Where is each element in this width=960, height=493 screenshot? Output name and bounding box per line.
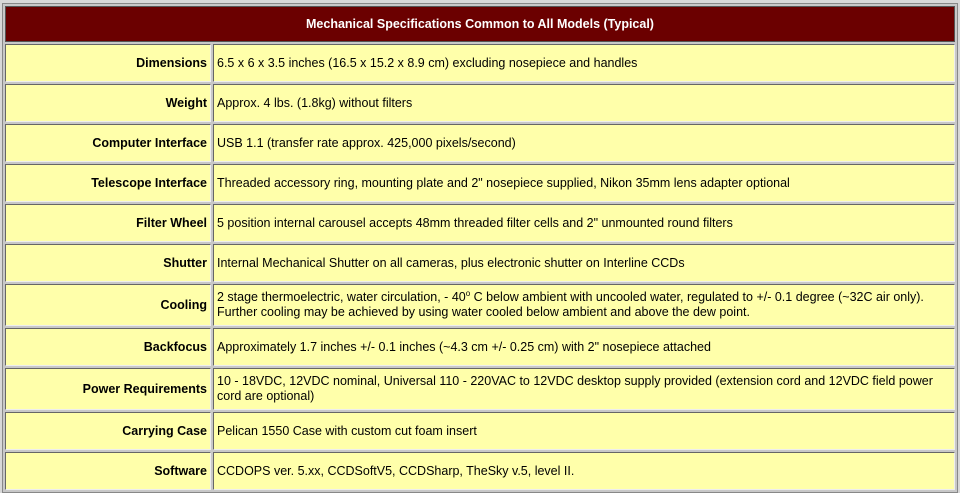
row-label: Computer Interface — [5, 124, 211, 162]
table-row: Cooling 2 stage thermoelectric, water cir… — [5, 284, 955, 326]
row-value: 6.5 x 6 x 3.5 inches (16.5 x 15.2 x 8.9 … — [213, 44, 955, 82]
table-row: Software CCDOPS ver. 5.xx, CCDSoftV5, CCD… — [5, 452, 955, 490]
row-value: Approximately 1.7 inches +/- 0.1 inches … — [213, 328, 955, 366]
row-label: Backfocus — [5, 328, 211, 366]
row-label: Shutter — [5, 244, 211, 282]
row-value: 5 position internal carousel accepts 48m… — [213, 204, 955, 242]
table-row: Shutter Internal Mechanical Shutter on al… — [5, 244, 955, 282]
table-title: Mechanical Specifications Common to All … — [5, 6, 955, 42]
row-value: CCDOPS ver. 5.xx, CCDSoftV5, CCDSharp, T… — [213, 452, 955, 490]
row-value: 2 stage thermoelectric, water circulatio… — [213, 284, 955, 326]
table-row: Computer Interface USB 1.1 (transfer rate… — [5, 124, 955, 162]
row-value: USB 1.1 (transfer rate approx. 425,000 p… — [213, 124, 955, 162]
row-label: Software — [5, 452, 211, 490]
table-row: Dimensions 6.5 x 6 x 3.5 inches (16.5 x 1… — [5, 44, 955, 82]
specifications-table: Mechanical Specifications Common to All … — [2, 3, 958, 493]
row-value: 10 - 18VDC, 12VDC nominal, Universal 110… — [213, 368, 955, 410]
row-label: Dimensions — [5, 44, 211, 82]
row-value: Approx. 4 lbs. (1.8kg) without filters — [213, 84, 955, 122]
table-row: Backfocus Approximately 1.7 inches +/- 0.… — [5, 328, 955, 366]
row-value: Threaded accessory ring, mounting plate … — [213, 164, 955, 202]
row-label: Power Requirements — [5, 368, 211, 410]
row-label: Filter Wheel — [5, 204, 211, 242]
degree-superscript: o — [465, 288, 471, 298]
cooling-text: 2 stage thermoelectric, water circulatio… — [217, 290, 466, 304]
row-label: Telescope Interface — [5, 164, 211, 202]
table-row: Weight Approx. 4 lbs. (1.8kg) without fil… — [5, 84, 955, 122]
table-row: Carrying Case Pelican 1550 Case with cust… — [5, 412, 955, 450]
table-row: Filter Wheel 5 position internal carousel… — [5, 204, 955, 242]
row-label: Weight — [5, 84, 211, 122]
row-value: Pelican 1550 Case with custom cut foam i… — [213, 412, 955, 450]
row-label: Carrying Case — [5, 412, 211, 450]
table-row: Power Requirements 10 - 18VDC, 12VDC nomi… — [5, 368, 955, 410]
row-value: Internal Mechanical Shutter on all camer… — [213, 244, 955, 282]
table-row: Telescope Interface Threaded accessory ri… — [5, 164, 955, 202]
cooling-text-cont: C below ambient with uncooled water, reg… — [217, 290, 924, 319]
row-label: Cooling — [5, 284, 211, 326]
